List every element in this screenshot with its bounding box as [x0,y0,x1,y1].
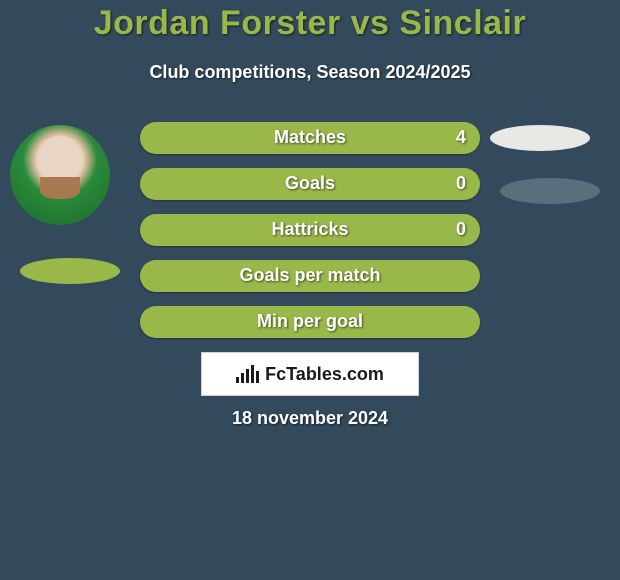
avatar-image [10,125,110,225]
stat-value: 0 [456,173,466,194]
stat-row-goals-per-match: Goals per match [140,260,480,292]
source-logo: FcTables.com [201,352,419,396]
stat-row-min-per-goal: Min per goal [140,306,480,338]
stat-row-hattricks: Hattricks 0 [140,214,480,246]
bars-icon [236,365,259,383]
name-oval-right-1 [490,125,590,151]
page-title: Jordan Forster vs Sinclair [0,4,620,43]
logo-text: FcTables.com [265,364,384,385]
name-oval-left [20,258,120,284]
stat-label: Min per goal [140,311,480,332]
stat-label: Goals per match [140,265,480,286]
name-oval-right-2 [500,178,600,204]
subtitle: Club competitions, Season 2024/2025 [0,62,620,83]
stat-label: Matches [140,127,480,148]
stat-label: Hattricks [140,219,480,240]
player-left-avatar [10,125,110,225]
stat-value: 4 [456,127,466,148]
stat-row-matches: Matches 4 [140,122,480,154]
comparison-infographic: Jordan Forster vs Sinclair Club competit… [0,0,620,580]
stats-block: Matches 4 Goals 0 Hattricks 0 Goals per … [140,122,480,352]
stat-row-goals: Goals 0 [140,168,480,200]
stat-value: 0 [456,219,466,240]
stat-label: Goals [140,173,480,194]
date-text: 18 november 2024 [0,408,620,429]
